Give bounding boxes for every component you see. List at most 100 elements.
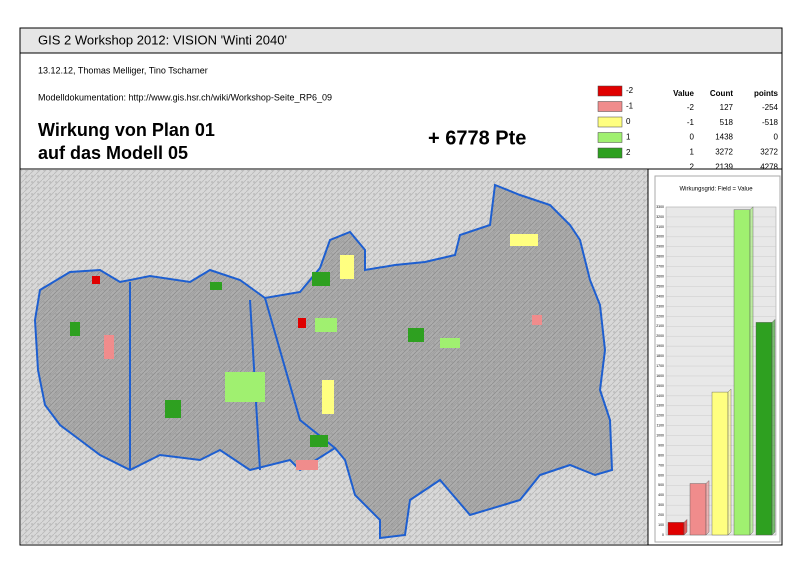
chart-title: Wirkungsgrid: Field = Value [679,187,753,193]
table-header: Count [710,89,733,98]
table-cell: -1 [687,118,695,127]
patch [92,276,100,284]
patch [310,435,328,447]
patch [165,400,181,418]
y-tick-label: 1700 [656,364,664,368]
table-cell: 0 [690,133,695,142]
y-tick-label: 600 [658,473,664,477]
y-tick-label: 400 [658,493,664,497]
y-tick-label: 300 [658,503,664,507]
y-tick-label: 2000 [656,334,664,338]
y-tick-label: 2300 [656,304,664,308]
legend-swatch [597,101,623,112]
y-tick-label: 500 [658,483,664,487]
y-tick-label: 2900 [656,245,664,249]
y-tick-label: 700 [658,463,664,467]
legend-swatch [597,147,623,159]
table-cell: 2 [690,162,695,171]
y-tick-label: 1900 [656,344,664,348]
y-tick-label: 900 [658,443,664,447]
table-cell: 3272 [760,148,778,157]
y-tick-label: 2100 [656,324,664,328]
y-tick-label: 3200 [656,215,664,219]
patch [104,335,114,359]
y-tick-label: 3000 [656,235,664,239]
patch [210,282,222,290]
table-cell: -254 [762,103,779,112]
y-tick-label: 2500 [656,284,664,288]
url: Modelldokumentation: http://www.gis.hsr.… [38,92,332,102]
bar [667,522,685,536]
bar-depth [705,480,710,536]
y-tick-label: 3100 [656,225,664,229]
legend-label: 1 [626,133,631,142]
y-tick-label: 2800 [656,255,664,259]
y-tick-label: 3300 [656,205,664,209]
table-header: points [754,89,779,98]
bar-depth [749,206,754,536]
y-tick-label: 1800 [656,354,664,358]
table-cell: 2139 [715,162,733,171]
bar-depth [727,388,732,536]
y-tick-label: 100 [658,523,664,527]
patch [510,234,538,246]
bar-depth [771,318,776,536]
table-cell: 1438 [715,133,733,142]
y-tick-label: 1000 [656,434,664,438]
y-tick-label: 1600 [656,374,664,378]
y-tick-label: 1100 [656,424,664,428]
table-cell: 4278 [760,162,778,171]
y-tick-label: 1400 [656,394,664,398]
patch [532,315,542,325]
title: GIS 2 Workshop 2012: VISION 'Winti 2040' [38,32,287,47]
heading: Wirkung von Plan 01 [38,120,215,140]
y-tick-label: 2400 [656,294,664,298]
table-cell: 127 [720,103,734,112]
table-cell: 0 [774,133,779,142]
table-header: Value [673,89,694,98]
table-cell: -518 [762,118,779,127]
patch [315,318,337,332]
table-cell: 518 [720,118,734,127]
patch [408,328,424,342]
legend-swatch [597,116,623,128]
bar [755,322,773,536]
region-outline [33,183,614,540]
patch [340,255,354,279]
y-tick-label: 1500 [656,384,664,388]
title-bar [19,27,783,54]
table-cell: 1 [690,148,695,157]
legend-label: 2 [626,148,631,157]
bar [733,209,751,536]
table-cell: -2 [687,103,695,112]
legend-label: 0 [626,117,631,126]
effect-patches [70,234,542,470]
legend-label: -1 [626,102,634,111]
y-tick-label: 2700 [656,265,664,269]
y-tick-label: 800 [658,453,664,457]
patch [225,372,265,402]
patch [322,380,334,414]
heading: auf das Modell 05 [38,143,188,163]
y-tick-label: 2600 [656,274,664,278]
patch [296,460,318,470]
y-tick-label: 200 [658,513,664,517]
bar [689,483,707,536]
meta: 13.12.12, Thomas Melliger, Tino Tscharne… [38,65,208,75]
y-tick-label: 1200 [656,414,664,418]
patch [298,318,306,328]
legend-label: -2 [626,86,634,95]
y-tick-label: 0 [662,533,664,537]
legend-swatch [597,85,623,97]
bar [711,391,729,536]
y-tick-label: 1300 [656,404,664,408]
patch [70,322,80,336]
patch [440,338,460,348]
bar-depth [683,518,688,536]
table-cell: 3272 [715,148,733,157]
y-tick-label: 2200 [656,314,664,318]
score: + 6778 Pte [428,127,526,149]
patch [312,272,330,286]
